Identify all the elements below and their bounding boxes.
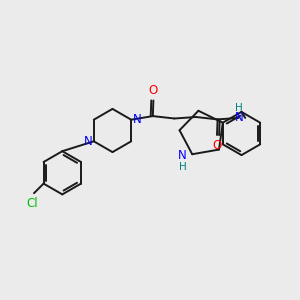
Text: O: O	[212, 139, 222, 152]
Text: N: N	[132, 113, 141, 126]
Text: O: O	[149, 84, 158, 97]
Text: N: N	[84, 135, 93, 148]
Text: Cl: Cl	[27, 197, 38, 210]
Text: N: N	[178, 149, 187, 162]
Text: H: H	[179, 162, 187, 172]
Text: H: H	[235, 103, 243, 113]
Text: N: N	[235, 111, 243, 124]
